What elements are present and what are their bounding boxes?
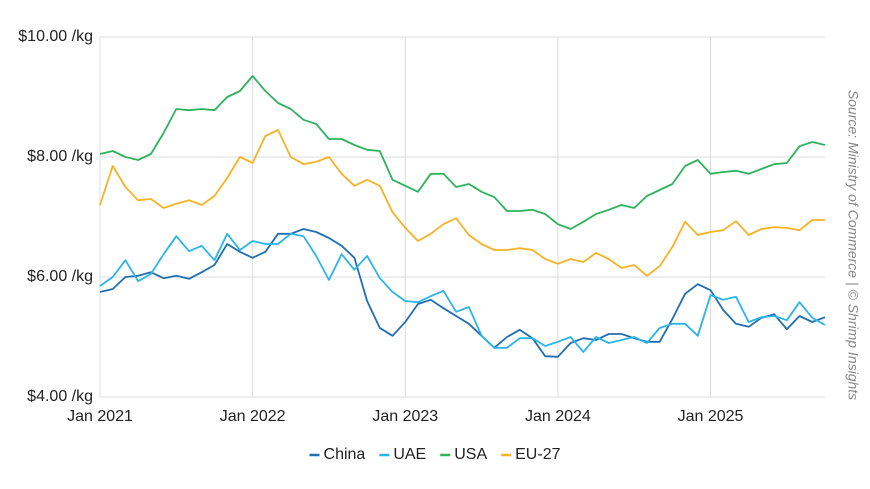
legend-label: EU-27 [515,446,560,463]
series-line [99,232,826,353]
series-line [99,129,825,277]
legend-label: China [324,446,366,463]
x-tick-label: Jan 2024 [525,408,591,425]
legend: China UAE USA EU-27 [309,446,561,463]
x-tick-label: Jan 2023 [372,408,438,425]
y-tick-label: $10.00 /kg [18,28,93,45]
y-tick-label: $4.00 /kg [27,388,93,405]
legend-label: UAE [393,446,426,463]
x-tick-label: Jan 2021 [67,408,133,425]
source-note: Source: Ministry of Commerce | © Shrimp … [845,90,861,400]
legend-label: USA [454,446,487,463]
y-tick-label: $6.00 /kg [27,268,93,285]
series-line [99,228,826,358]
x-tick-label: Jan 2025 [678,408,744,425]
y-tick-label: $8.00 /kg [27,148,93,165]
x-tick-label: Jan 2022 [220,408,286,425]
series-line [99,75,826,230]
